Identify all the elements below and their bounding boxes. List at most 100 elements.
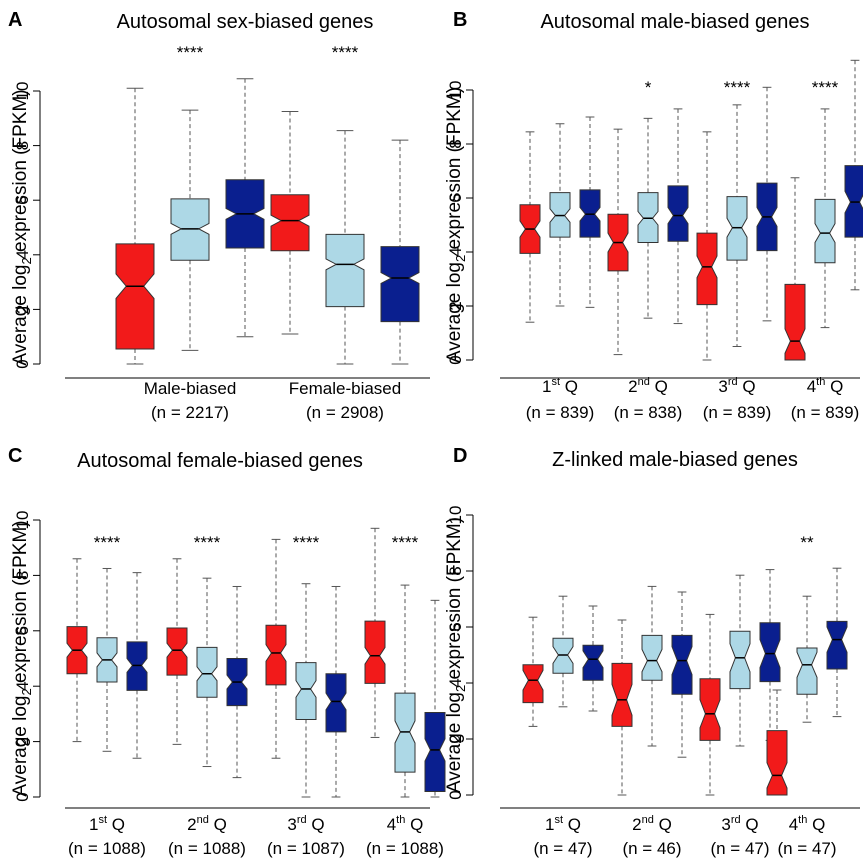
y-tick-label: 6 [13, 195, 32, 204]
y-tick-label: 6 [13, 626, 32, 635]
category-label-number: 1 [89, 815, 98, 834]
category-label-number: 2 [628, 377, 637, 396]
category-n-label: (n = 2217) [151, 403, 229, 422]
y-axis-label: Average log2 expression (FPKM) [444, 517, 468, 793]
y-tick-label: 10 [13, 511, 32, 530]
panel-title: Autosomal male-biased genes [540, 11, 809, 33]
box-red [66, 558, 88, 743]
y-axis-label-part: Average log [444, 262, 465, 363]
y-tick-label: 6 [446, 193, 465, 202]
y-axis-label: Average log2 expression (FPKM) [10, 89, 34, 365]
y-axis-label: Average log2 expression (FPKM) [444, 87, 468, 363]
panel-title: Autosomal female-biased genes [77, 450, 363, 472]
panel-title: Z-linked male-biased genes [552, 449, 798, 471]
box-body [667, 185, 689, 242]
box-body [796, 647, 818, 695]
category-label-suffix: Q [741, 815, 759, 834]
category-group: 3rd Q (n = 839) **** [696, 78, 778, 422]
category-n-label: (n = 839) [526, 403, 595, 422]
y-tick-label: 6 [446, 622, 465, 631]
y-axis-label-subscript: 2 [19, 257, 34, 264]
y-axis-label-part: expression (FPKM) [10, 520, 31, 688]
box-light-blue [325, 130, 365, 365]
category-label: Male-biased [144, 379, 237, 398]
y-tick-label: 2 [13, 305, 32, 314]
category-label-suffix: Q [560, 377, 578, 396]
box-body [641, 634, 663, 681]
category-label-superscript: nd [638, 376, 650, 388]
box-body [166, 627, 188, 676]
category-group: Male-biased (n = 2217) **** [115, 43, 265, 422]
box-dark-blue [579, 116, 601, 308]
y-axis-label-subscript: 2 [453, 255, 468, 262]
category-group: 3rd Q (n = 1087) **** [265, 533, 347, 858]
box-body [696, 232, 718, 306]
y-tick-label: 8 [446, 139, 465, 148]
box-body [295, 662, 317, 720]
category-label-superscript: st [554, 814, 563, 826]
box-dark-blue [126, 572, 148, 759]
category-label-superscript: nd [642, 814, 654, 826]
y-tick-label: 4 [446, 247, 465, 256]
box-body [699, 678, 721, 741]
y-axis-label-part: Average log [444, 692, 465, 793]
box-dark-blue [844, 59, 863, 291]
category-label-number: 3 [721, 815, 730, 834]
y-tick-label: 8 [13, 571, 32, 580]
significance-marker: **** [332, 43, 359, 62]
box-light-blue [196, 577, 218, 768]
y-axis-label-part: expression (FPKM) [444, 87, 465, 255]
box-light-blue [170, 109, 210, 351]
box-red [265, 538, 287, 759]
box-body [826, 620, 848, 670]
category-label-suffix: Q [654, 815, 672, 834]
category-label: 4th Q [387, 814, 424, 834]
box-body [759, 622, 781, 683]
panel-label: B [453, 9, 467, 31]
category-n-label: (n = 1088) [366, 839, 444, 858]
category-group: 4th Q (n = 47) ** [766, 533, 848, 858]
category-label-number: 1 [542, 377, 551, 396]
box-dark-blue [826, 567, 848, 718]
box-red [611, 619, 633, 796]
significance-marker: **** [194, 533, 221, 552]
category-n-label: (n = 1087) [267, 839, 345, 858]
box-body [611, 662, 633, 727]
box-body [582, 644, 604, 681]
category-label-number: 1 [545, 815, 554, 834]
y-tick-label: 2 [446, 301, 465, 310]
category-label-superscript: rd [297, 814, 307, 826]
panel-c: C Autosomal female-biased genes0246810Ave… [8, 445, 446, 858]
category-group: 2nd Q (n = 46) [611, 585, 693, 858]
box-light-blue [814, 108, 836, 329]
significance-marker: **** [392, 533, 419, 552]
y-tick-label: 10 [13, 82, 32, 101]
box-red [766, 689, 788, 796]
box-body [364, 620, 386, 684]
box-body [814, 198, 836, 264]
box-body [325, 233, 365, 308]
box-red [784, 177, 806, 361]
y-tick-label: 8 [13, 141, 32, 150]
box-body [196, 646, 218, 698]
category-group: 1st Q (n = 839) [519, 116, 601, 422]
box-body [115, 243, 155, 350]
box-light-blue [549, 123, 571, 307]
box-dark-blue [325, 585, 347, 798]
box-light-blue [637, 117, 659, 319]
y-tick-label: 10 [446, 506, 465, 525]
category-label-superscript: th [396, 814, 405, 826]
panel-a: A Autosomal sex-biased genes0246810Averag… [8, 9, 430, 422]
y-tick-label: 4 [13, 681, 32, 690]
category-label-superscript: nd [197, 814, 209, 826]
y-tick-label: 0 [13, 792, 32, 801]
y-tick-label: 8 [446, 566, 465, 575]
y-tick-label: 0 [13, 359, 32, 368]
box-body [729, 630, 751, 690]
category-label-superscript: st [98, 814, 107, 826]
category-n-label: (n = 47) [777, 839, 836, 858]
panel-label: C [8, 445, 22, 467]
box-dark-blue [226, 585, 248, 779]
box-dark-blue [671, 591, 693, 758]
category-label-number: 4 [807, 377, 816, 396]
